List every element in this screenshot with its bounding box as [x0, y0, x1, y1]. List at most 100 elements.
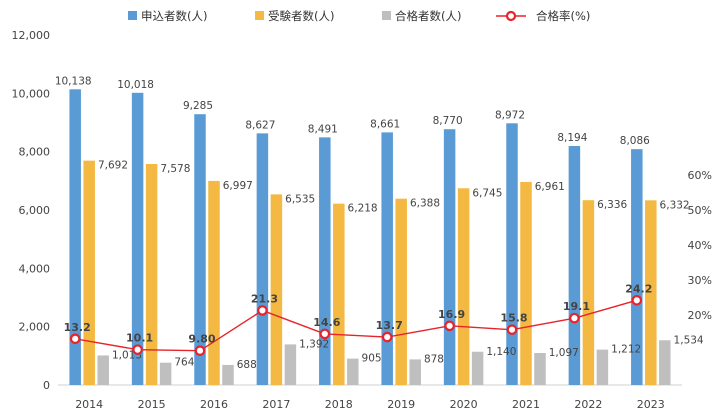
- y2-axis: 20% 30% 40% 50% 60%: [688, 169, 712, 322]
- examinees-bar: [395, 198, 407, 385]
- y-tick-label: 12,000: [12, 29, 51, 42]
- applicants-data-label: 8,491: [308, 123, 338, 135]
- passers-bar: [534, 353, 546, 385]
- passers-data-label: 1,392: [299, 338, 329, 350]
- examinees-data-label: 7,692: [98, 160, 128, 172]
- rate-marker: [319, 328, 331, 340]
- rate-marker: [194, 345, 206, 356]
- y-tick-label: 4,000: [19, 262, 51, 275]
- rate-data-label: 13.7: [376, 319, 403, 332]
- passers-data-label: 1,140: [486, 346, 516, 358]
- x-tick-label: 2017: [262, 398, 290, 411]
- examinees-bar: [582, 200, 595, 385]
- examinees-bar: [145, 163, 158, 385]
- applicants-data-label: 8,086: [620, 135, 650, 147]
- y2-tick-label: 50%: [688, 204, 712, 217]
- legend: 申込者数(人) 受験者数(人) 合格者数(人) 合格率(%): [128, 9, 590, 23]
- x-tick-label: 2014: [75, 398, 103, 411]
- rate-data-label: 10.1: [126, 332, 153, 345]
- passers-legend-swatch: [382, 11, 391, 20]
- passers-data-label: 764: [174, 357, 194, 369]
- examinees-data-label: 7,578: [160, 163, 190, 175]
- applicants-data-label: 9,285: [183, 100, 213, 112]
- applicants-data-label: 8,661: [370, 118, 400, 130]
- examinees-legend-label: 受験者数(人): [268, 9, 334, 23]
- examinees-legend-swatch: [255, 11, 264, 20]
- applicants-data-label: 10,138: [55, 75, 92, 87]
- x-tick-label: 2018: [325, 398, 353, 411]
- rate-data-label: 15.8: [500, 312, 527, 325]
- applicants-bar: [631, 149, 643, 385]
- passers-bar: [97, 355, 109, 385]
- applicants-bar: [443, 129, 456, 385]
- x-tick-label: 2023: [637, 398, 665, 411]
- y-tick-label: 8,000: [19, 146, 51, 159]
- rate-legend-marker: [505, 10, 517, 22]
- applicants-legend-swatch: [128, 11, 137, 20]
- applicants-legend-label: 申込者数(人): [141, 9, 207, 23]
- examinees-data-label: 6,332: [660, 199, 690, 211]
- y-tick-label: 6,000: [19, 204, 51, 217]
- examinees-data-label: 6,961: [535, 181, 565, 193]
- rate-marker: [506, 324, 518, 335]
- examinees-bar: [208, 180, 220, 385]
- y2-tick-label: 40%: [688, 239, 712, 252]
- rate-marker: [569, 312, 580, 324]
- examinees-data-label: 6,997: [223, 180, 253, 192]
- rate-data-label: 9.80: [188, 333, 215, 346]
- applicants-bar: [69, 89, 81, 385]
- applicants-bar: [194, 114, 206, 385]
- rate-marker: [631, 294, 643, 306]
- examinees-data-label: 6,745: [472, 187, 502, 199]
- passers-data-label: 878: [424, 353, 444, 365]
- x-tick-label: 2016: [200, 398, 228, 411]
- y2-tick-label: 20%: [688, 309, 712, 322]
- applicants-bar: [381, 132, 393, 385]
- x-tick-label: 2021: [512, 398, 540, 411]
- passers-bar: [659, 340, 671, 385]
- rate-marker: [257, 305, 268, 316]
- rate-marker: [132, 344, 143, 355]
- applicants-data-label: 8,627: [245, 119, 275, 131]
- passers-data-label: 688: [237, 359, 257, 371]
- rate-data-label: 16.9: [438, 308, 465, 321]
- applicants-data-label: 10,018: [117, 79, 154, 91]
- rate-marker: [444, 320, 455, 332]
- examinees-bar: [457, 188, 470, 385]
- passers-data-label: 1,212: [611, 344, 641, 356]
- examinees-data-label: 6,336: [597, 199, 627, 211]
- applicants-data-label: 8,194: [557, 132, 587, 144]
- x-tick-label: 2022: [574, 398, 602, 411]
- applicants-data-label: 8,770: [433, 115, 463, 127]
- applicants-bar: [568, 146, 581, 385]
- rate-marker: [69, 333, 81, 345]
- examinees-bar: [83, 160, 95, 385]
- rate-data-label: 13.2: [64, 321, 91, 334]
- passers-bar: [347, 358, 359, 385]
- y-tick-label: 10,000: [12, 87, 51, 100]
- applicants-bar: [131, 92, 144, 385]
- passers-data-label: 905: [362, 353, 382, 365]
- y-axis: 0 2,000 4,000 6,000 8,000 10,000 12,000: [12, 29, 51, 392]
- bars: [69, 89, 671, 386]
- examinees-data-label: 6,388: [410, 198, 440, 210]
- y-tick-label: 2,000: [19, 321, 51, 334]
- rate-legend-label: 合格率(%): [536, 9, 590, 23]
- applicants-bar: [256, 133, 269, 385]
- rate-data-label: 14.6: [313, 316, 340, 329]
- passers-bar: [409, 359, 421, 385]
- applicants-bar: [506, 123, 518, 386]
- rate-line: 13.2 10.1 9.80 21.3 14.6 13.7 16.9 15.8 19.1 24.2: [64, 282, 652, 356]
- rate-data-label: 24.2: [625, 282, 652, 295]
- y-tick-label: 0: [43, 379, 50, 392]
- rate-data-label: 21.3: [251, 292, 278, 305]
- examinees-data-label: 6,218: [348, 203, 378, 215]
- x-tick-label: 2015: [138, 398, 166, 411]
- x-axis: 2014 2015 2016 2017 2018 2019 2020 2021 2022 2023: [58, 384, 682, 411]
- bar-labels: 10,138 10,018 9,285 8,627 8,491 8,661 8,770 8,9…: [55, 75, 704, 371]
- x-tick-label: 2020: [450, 398, 478, 411]
- rate-marker: [381, 331, 393, 343]
- examinees-bar: [520, 181, 532, 385]
- rate-data-label: 19.1: [563, 300, 590, 313]
